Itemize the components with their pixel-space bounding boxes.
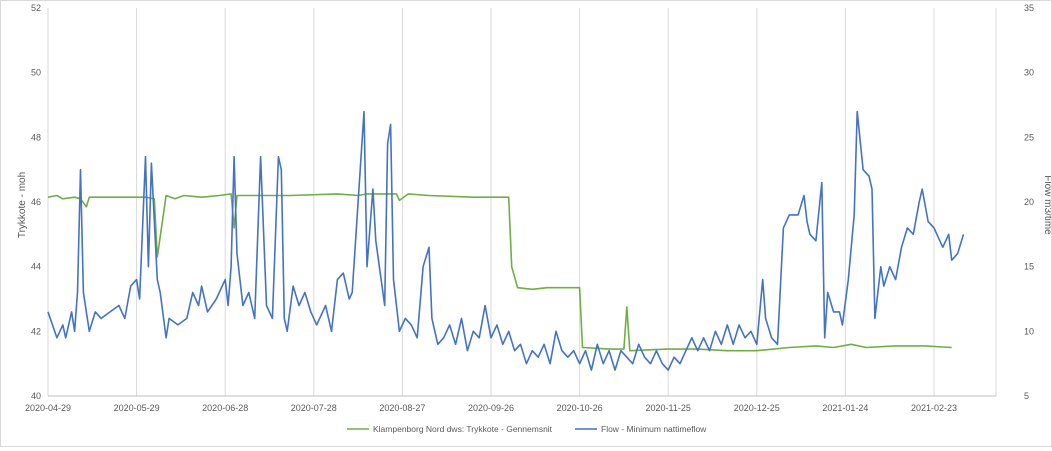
series-line-flow [47,110,965,371]
x-tick-label: 2020-12-25 [734,403,780,413]
left-y-tick-label: 40 [31,391,41,401]
right-y-tick-label: 15 [1024,262,1034,272]
x-tick-label: 2020-05-29 [114,403,160,413]
left-axis-title: Trykkote - moh [17,172,28,238]
left-y-tick-label: 46 [31,197,41,207]
legend-label-flow: Flow - Minimum nattimeflow [601,424,707,434]
left-y-tick-label: 50 [31,68,41,78]
x-tick-label: 2020-10-26 [557,403,603,413]
right-y-tick-label: 35 [1024,3,1034,13]
left-y-tick-label: 52 [31,3,41,13]
x-tick-label: 2020-07-28 [291,403,337,413]
left-y-tick-label: 48 [31,132,41,142]
x-tick-label: 2021-01-24 [822,403,868,413]
x-tick-label: 2021-02-23 [911,403,957,413]
legend-label-pressure: Klampenborg Nord dws: Trykkote - Gennems… [373,424,553,434]
right-y-tick-label: 5 [1024,391,1029,401]
right-y-tick-label: 30 [1024,68,1034,78]
series-line-pressure [47,193,952,352]
legend: Klampenborg Nord dws: Trykkote - Gennems… [347,424,707,434]
x-tick-label: 2020-11-25 [645,403,690,413]
x-tick-label: 2020-08-27 [379,403,425,413]
x-tick-label: 2020-04-29 [25,403,71,413]
right-y-tick-label: 20 [1024,197,1034,207]
right-y-tick-label: 10 [1024,326,1034,336]
x-tick-label: 2020-06-28 [202,403,248,413]
left-y-tick-label: 42 [31,326,41,336]
x-tick-label: 2020-09-26 [468,403,514,413]
grid-layer [47,8,997,396]
right-axis-title: Flow m3/time [1042,175,1051,235]
axis-layer: 2020-04-29 2020-05-29 2020-06-28 2020-07-28… [25,3,1034,413]
left-y-tick-label: 44 [31,262,41,272]
right-y-tick-label: 25 [1024,132,1034,142]
series-layer [47,110,965,371]
